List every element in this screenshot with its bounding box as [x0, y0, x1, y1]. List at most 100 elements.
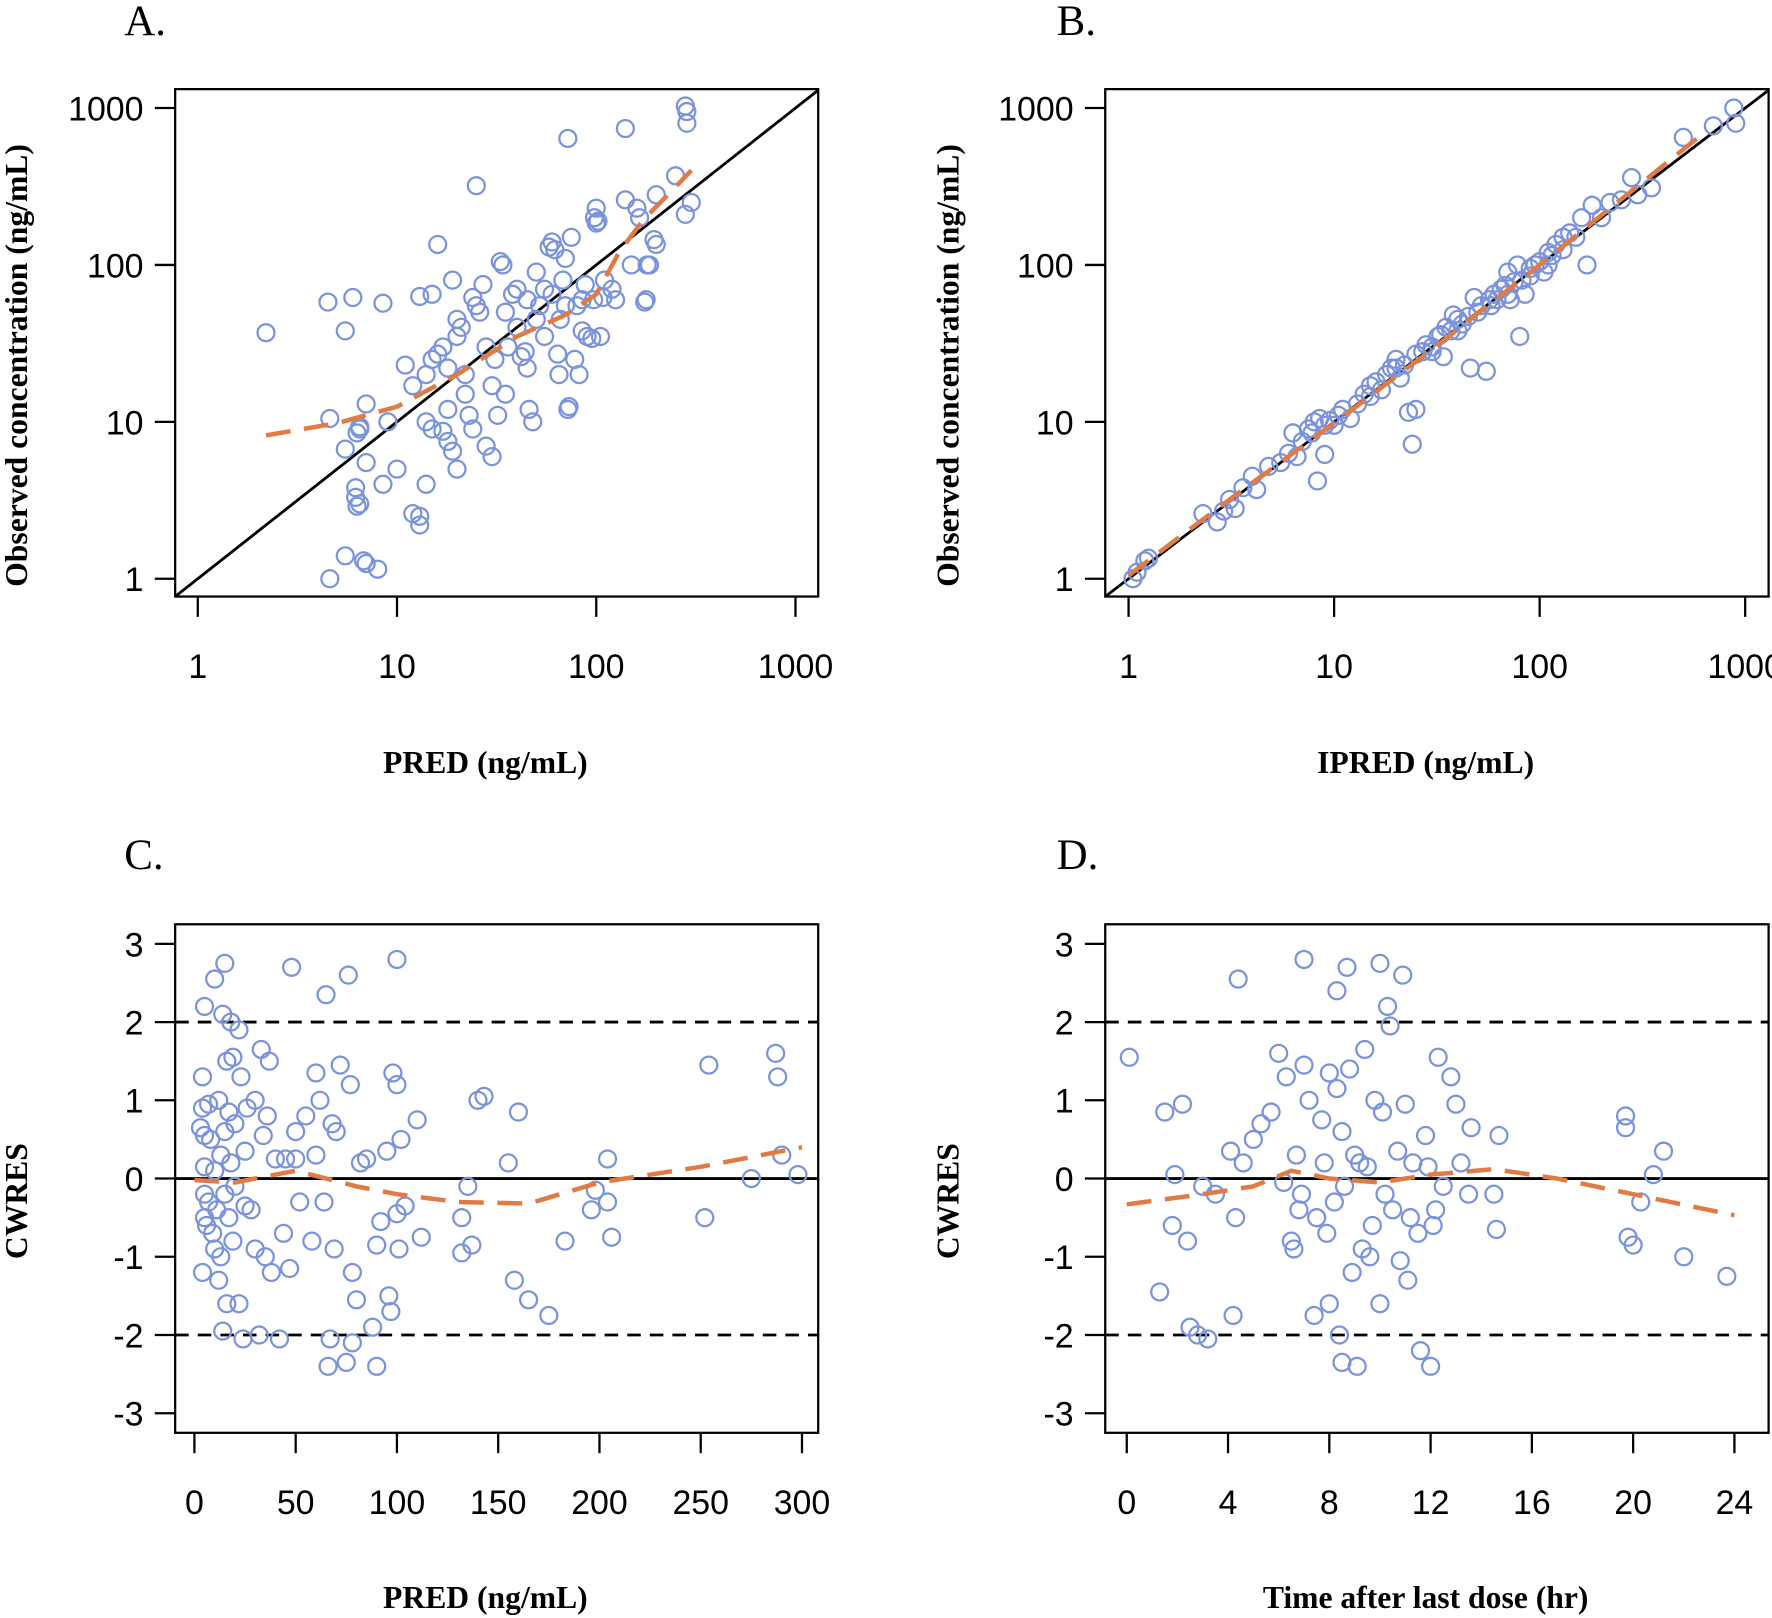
- x-tick-label: 100: [568, 648, 625, 686]
- data-point: [517, 290, 537, 310]
- data-point: [586, 213, 606, 233]
- data-point: [367, 1235, 387, 1255]
- data-point: [459, 405, 479, 425]
- data-point: [1571, 208, 1592, 228]
- data-point: [1410, 1341, 1431, 1361]
- data-point: [302, 1231, 322, 1251]
- data-point: [515, 342, 535, 362]
- data-point: [1510, 326, 1530, 347]
- data-point: [1433, 347, 1453, 367]
- data-point: [451, 317, 471, 337]
- data-point: [1408, 1223, 1428, 1243]
- data-point: [442, 441, 463, 461]
- data-point: [201, 1129, 221, 1150]
- data-point: [1355, 1039, 1375, 1060]
- data-point: [555, 1231, 575, 1251]
- data-point: [1426, 1200, 1446, 1220]
- data-point: [1327, 1078, 1347, 1099]
- plot-area: [1105, 89, 1769, 597]
- x-axis-title: PRED (ng/mL): [383, 745, 588, 780]
- y-tick-label: 10: [106, 404, 144, 442]
- data-point: [347, 496, 367, 516]
- data-point: [433, 421, 453, 441]
- plot-frame: [1104, 87, 1770, 598]
- data-point: [438, 358, 458, 378]
- x-tick-label: 1000: [1707, 648, 1772, 686]
- y-tick-label: -2: [1043, 1317, 1073, 1355]
- data-point: [1726, 113, 1746, 133]
- data-point: [1380, 1016, 1400, 1036]
- data-point: [1314, 1153, 1334, 1173]
- data-point: [473, 274, 493, 295]
- data-point: [381, 1301, 401, 1322]
- data-point: [495, 302, 516, 322]
- data-point: [1615, 1118, 1636, 1138]
- data-point: [1486, 1219, 1507, 1240]
- data-point: [468, 1090, 488, 1110]
- data-point: [1362, 1215, 1382, 1236]
- data-point: [1269, 1043, 1289, 1063]
- y-tick-label: 3: [125, 926, 144, 964]
- data-point: [542, 284, 562, 304]
- data-point: [1291, 1184, 1312, 1204]
- data-point: [257, 1106, 277, 1126]
- x-axis-title: PRED (ng/mL): [383, 1580, 588, 1615]
- data-point: [442, 270, 463, 290]
- data-point: [602, 279, 622, 299]
- data-point: [342, 1262, 362, 1283]
- data-point: [1388, 1141, 1408, 1161]
- data-point: [269, 1329, 290, 1349]
- data-point: [363, 1317, 383, 1337]
- data-point: [219, 1102, 239, 1122]
- panel-letter: D.: [1057, 832, 1099, 879]
- data-point: [1286, 1145, 1307, 1165]
- y-axis-title: CWRES: [930, 1143, 965, 1259]
- data-point: [422, 349, 442, 370]
- data-point: [1347, 1356, 1367, 1376]
- x-tick-label: 300: [774, 1484, 831, 1522]
- data-point: [1177, 1231, 1198, 1251]
- y-tick-label: 1: [125, 561, 144, 599]
- panel-letter: A.: [124, 0, 166, 45]
- data-point: [340, 1075, 360, 1095]
- y-tick-label: 1000: [998, 90, 1073, 128]
- data-point: [553, 270, 573, 290]
- data-point: [508, 1102, 529, 1122]
- data-point: [223, 1047, 243, 1067]
- data-point: [1228, 969, 1248, 989]
- data-point: [1278, 443, 1299, 463]
- data-point: [586, 198, 606, 218]
- data-point: [356, 553, 376, 574]
- data-point: [466, 176, 486, 196]
- data-point: [539, 1305, 559, 1326]
- data-point: [213, 1321, 233, 1341]
- data-point: [646, 234, 666, 255]
- data-point: [518, 1290, 539, 1310]
- data-point: [368, 559, 388, 579]
- data-point: [590, 326, 611, 347]
- data-point: [416, 474, 436, 494]
- data-point: [1498, 262, 1518, 282]
- panel-letter: B.: [1057, 0, 1096, 45]
- y-tick-label: 1000: [68, 90, 143, 128]
- data-point: [1162, 1215, 1182, 1236]
- data-point: [403, 376, 423, 396]
- data-point: [1329, 1325, 1350, 1345]
- data-point: [1324, 1192, 1344, 1212]
- data-point: [1319, 1063, 1339, 1083]
- data-point: [235, 1196, 255, 1216]
- data-point: [1428, 1047, 1448, 1067]
- data-point: [286, 1121, 306, 1142]
- data-point: [1220, 1141, 1241, 1161]
- data-point: [1441, 1067, 1461, 1087]
- data-point: [377, 1141, 397, 1161]
- data-point: [192, 1067, 213, 1087]
- data-point: [320, 1329, 340, 1349]
- data-point: [582, 328, 602, 349]
- data-point: [1315, 444, 1335, 465]
- data-point: [1327, 981, 1347, 1001]
- data-point: [387, 459, 407, 479]
- data-point: [373, 474, 393, 494]
- data-point: [391, 1129, 411, 1150]
